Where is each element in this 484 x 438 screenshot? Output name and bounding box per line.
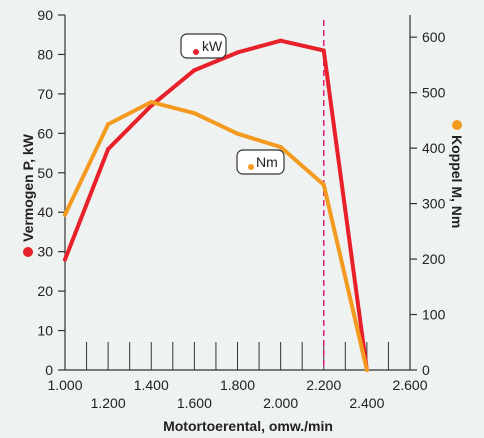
series-point-kw <box>321 48 326 53</box>
kw-dot-icon <box>193 49 199 55</box>
y-right-tick-label: 500 <box>422 85 446 101</box>
y-left-axis-label: Vermogen P, kW <box>20 133 36 242</box>
x-tick-label: 2.400 <box>349 395 384 411</box>
y-left-tick-label: 70 <box>37 86 53 102</box>
y-right-axis-label: Koppel M, Nm <box>449 135 465 228</box>
nm-dot-icon <box>248 164 254 170</box>
series-point-kw <box>192 68 197 73</box>
y-right-tick-label: 400 <box>422 140 446 156</box>
y-right-tick-label: 600 <box>422 29 446 45</box>
series-point-nm <box>364 368 369 372</box>
series-point-kw <box>106 147 111 152</box>
series-point-nm <box>235 131 240 136</box>
y-right-title: Koppel M, Nm <box>449 120 465 228</box>
series-label-nm: Nm <box>236 149 285 175</box>
y-left-tick-label: 10 <box>37 323 53 339</box>
x-tick-label: 2.200 <box>306 377 341 393</box>
series-label-kw: kW <box>180 33 227 59</box>
series-point-kw <box>63 257 67 262</box>
y-left-tick-label: 80 <box>37 46 53 62</box>
series-line-nm <box>63 100 369 372</box>
series-point-kw <box>235 50 240 55</box>
x-tick-label: 2.000 <box>263 395 298 411</box>
series-point-nm <box>278 145 283 150</box>
y-left-tick-label: 90 <box>37 7 53 23</box>
y-left-tick-label: 30 <box>37 244 53 260</box>
y-right-tick-label: 100 <box>422 307 446 323</box>
y-left-tick-label: 50 <box>37 165 53 181</box>
axis-ticks: 0 10 20 30 40 50 60 70 80 90 0 100 200 300 400 500 600 1.… <box>37 7 445 411</box>
series-label-nm-text: Nm <box>256 154 278 170</box>
y-left-tick-label: 0 <box>45 362 53 378</box>
x-tick-label: 1.000 <box>47 377 82 393</box>
y-right-tick-label: 200 <box>422 251 446 267</box>
series-point-nm <box>106 122 111 127</box>
y-left-tick-label: 20 <box>37 283 53 299</box>
x-tick-label: 1.800 <box>220 377 255 393</box>
y-left-tick-label: 40 <box>37 204 53 220</box>
x-tick-label: 1.400 <box>134 377 169 393</box>
y-right-tick-label: 0 <box>422 362 430 378</box>
y-left-legend-dot-icon <box>23 247 33 257</box>
series-point-nm <box>63 212 67 217</box>
series-point-nm <box>192 111 197 116</box>
series-point-nm <box>149 100 154 105</box>
y-right-tick-label: 300 <box>422 196 446 212</box>
series-point-kw <box>278 38 283 43</box>
series-line-kw <box>63 38 369 372</box>
x-tick-label: 1.600 <box>177 395 212 411</box>
y-left-tick-label: 60 <box>37 125 53 141</box>
series-point-nm <box>321 182 326 187</box>
y-left-title: Vermogen P, kW <box>20 133 36 257</box>
series-group <box>63 38 369 372</box>
y-right-legend-dot-icon <box>452 120 462 130</box>
x-tick-label: 1.200 <box>91 395 126 411</box>
series-label-kw-text: kW <box>202 38 223 54</box>
x-tick-label: 2.600 <box>392 377 427 393</box>
x-axis-label: Motortoerental, omw./min <box>163 418 333 434</box>
